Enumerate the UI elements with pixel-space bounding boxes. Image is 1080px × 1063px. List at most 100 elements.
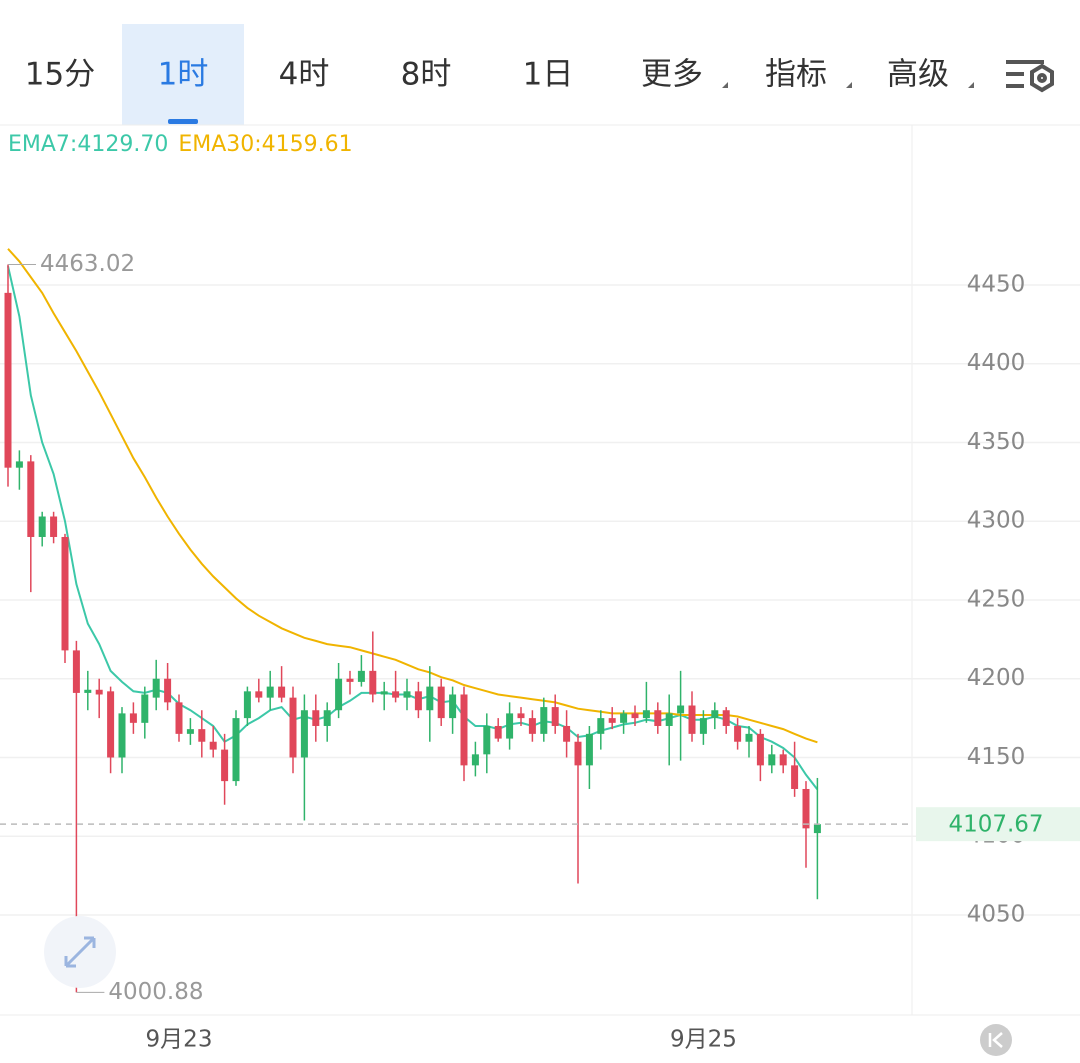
tab[interactable]: 指标 — [765, 57, 827, 93]
candle-body — [494, 725, 502, 739]
candle-body — [152, 678, 160, 698]
candle-body — [711, 710, 719, 719]
candle-body — [563, 725, 571, 742]
candle-body — [540, 707, 548, 734]
candle-body — [642, 710, 650, 719]
legend-entry: EMA7:4129.70 — [8, 132, 168, 157]
candle-body — [289, 697, 297, 758]
candle-body — [164, 678, 172, 703]
dropdown-arrows — [722, 82, 974, 88]
candle-body — [380, 691, 388, 695]
candle-body — [357, 670, 365, 682]
candle-body — [346, 678, 354, 682]
candle-body — [620, 713, 628, 723]
candle-body — [437, 686, 445, 719]
candle-body — [392, 691, 400, 698]
candle-body — [72, 650, 80, 693]
icon-dot — [1037, 73, 1047, 83]
candle-body — [734, 725, 742, 742]
candle-body — [266, 686, 274, 698]
candle-body — [129, 713, 137, 723]
candle-body — [255, 691, 263, 698]
candle-body — [551, 707, 559, 726]
candle-body — [118, 713, 126, 758]
extreme-marker-label: 4000.88 — [108, 979, 203, 1005]
tab[interactable]: 1日 — [523, 57, 574, 93]
candle-body — [403, 691, 411, 698]
candle-body — [209, 741, 217, 750]
y-tick-label: 4350 — [967, 429, 1026, 455]
scroll-end-button[interactable] — [980, 1024, 1012, 1056]
candle-body — [449, 694, 457, 719]
settings-icon[interactable] — [1006, 60, 1054, 93]
candle-body — [665, 713, 673, 726]
candle-body — [335, 678, 343, 711]
y-tick-label: 4050 — [967, 901, 1026, 927]
candle-body — [369, 670, 377, 695]
candle-body — [506, 713, 514, 739]
icon-hex — [1030, 63, 1054, 93]
candle-body — [688, 705, 696, 734]
candle-body — [175, 702, 183, 734]
scroll-end-icon — [988, 1032, 1003, 1048]
candle-body — [471, 754, 479, 766]
extreme-marker-label: 4463.02 — [40, 251, 135, 277]
candle-body — [141, 694, 149, 723]
candle-body — [802, 788, 810, 829]
y-tick-label: 4150 — [967, 744, 1026, 770]
candle-body — [460, 694, 468, 766]
candle-body — [677, 705, 685, 714]
candle-body — [232, 718, 240, 782]
x-tick-label: 9月23 — [146, 1027, 213, 1053]
candle-body — [84, 689, 92, 693]
tab-bar: 15分 1时 4时 8时 1日 更多 指标 高级 — [25, 57, 949, 93]
tab[interactable]: 高级 — [887, 57, 949, 93]
y-tick-label: 4300 — [967, 508, 1026, 534]
candle-body — [779, 754, 787, 766]
y-tick-label: 4200 — [967, 665, 1026, 691]
candle-body — [186, 729, 194, 734]
candle-body — [756, 733, 764, 766]
tab[interactable]: 4时 — [279, 57, 330, 93]
candle-body — [608, 718, 616, 723]
candle-body — [61, 536, 69, 651]
candle-body — [517, 713, 525, 719]
candle-body — [300, 710, 308, 758]
candle-body — [38, 516, 46, 537]
candle-body — [312, 710, 320, 726]
x-tick-label: 9月25 — [670, 1027, 737, 1053]
candle-body — [528, 718, 536, 734]
tab[interactable]: 1时 — [158, 57, 209, 93]
candle-body — [95, 689, 103, 695]
candle-body — [699, 718, 707, 734]
candle-body — [813, 824, 821, 834]
tab[interactable]: 更多 — [641, 57, 703, 93]
candle-body — [323, 710, 331, 726]
candle-body — [243, 691, 251, 719]
y-tick-label: 4450 — [967, 271, 1026, 297]
candle-body — [791, 765, 799, 789]
candle-body — [426, 686, 434, 711]
active-tab-underline — [168, 119, 198, 124]
candle-body — [483, 725, 491, 755]
candle-body — [745, 733, 753, 742]
legend-entry: EMA30:4159.61 — [178, 132, 352, 157]
candle-body — [414, 691, 422, 711]
candle-body — [15, 461, 23, 468]
candle-body — [722, 710, 730, 726]
candle-body — [198, 729, 206, 742]
y-tick-label: 4400 — [967, 350, 1026, 376]
tab[interactable]: 15分 — [25, 57, 95, 93]
candle-body — [654, 710, 662, 726]
ema-line — [7, 248, 818, 744]
candle-body — [107, 691, 115, 758]
last-price-box — [916, 807, 1080, 842]
candle-body — [574, 741, 582, 766]
expand-icon — [64, 936, 96, 968]
candle-body — [221, 749, 229, 782]
tab[interactable]: 8时 — [401, 57, 452, 93]
candle-body — [50, 516, 58, 537]
plot: 4050410041504200425043004350440044509月23… — [0, 132, 1080, 1053]
